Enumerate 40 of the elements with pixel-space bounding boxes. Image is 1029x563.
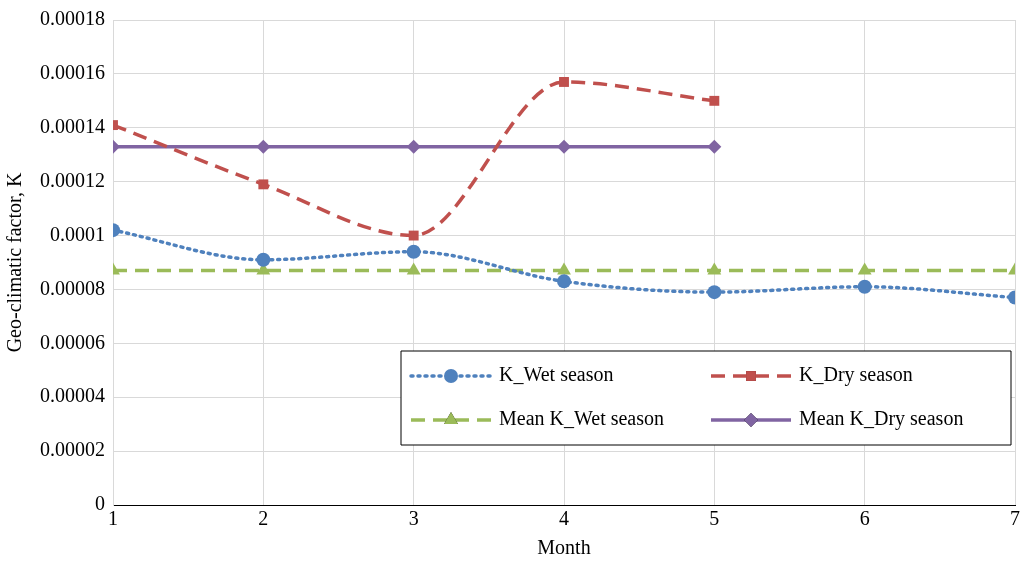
- x-tick-label: 2: [258, 507, 269, 530]
- x-tick-label: 4: [559, 507, 569, 530]
- point: [857, 262, 872, 275]
- point: [408, 230, 419, 241]
- x-tick-label: 5: [709, 507, 720, 530]
- y-tick-label: 0.00012: [40, 168, 105, 191]
- point: [557, 274, 571, 289]
- x-tick-label: 6: [859, 507, 870, 530]
- y-axis-title: Geo-climatic factor, K: [3, 172, 26, 353]
- x-tick-label: 1: [108, 507, 118, 530]
- y-tick-label: 0.00018: [40, 7, 105, 30]
- point: [406, 139, 421, 154]
- y-tick-label: 0.00002: [40, 438, 105, 461]
- point: [406, 262, 421, 275]
- y-tick-label: 0.00006: [40, 330, 105, 353]
- point: [256, 252, 271, 267]
- y-tick-label: 0.00016: [40, 61, 105, 84]
- point: [857, 279, 872, 294]
- x-tick-label: 7: [1010, 507, 1020, 530]
- point: [559, 77, 569, 87]
- point: [707, 262, 722, 275]
- point: [707, 139, 722, 154]
- y-tick-label: 0.00004: [40, 384, 105, 407]
- y-tick-label: 0: [95, 492, 105, 515]
- legend-label: K_Dry season: [799, 363, 913, 387]
- y-tick-label: 0.00014: [40, 115, 105, 138]
- y-tick-label: 0.0001: [50, 222, 105, 245]
- point: [258, 179, 269, 190]
- point: [406, 244, 421, 259]
- point: [709, 95, 720, 106]
- legend-label: Mean K_Dry season: [799, 407, 964, 431]
- point: [256, 139, 271, 154]
- point: [557, 139, 571, 154]
- y-tick-label: 0.00008: [40, 276, 105, 299]
- legend-label: Mean K_Wet season: [499, 407, 665, 430]
- point: [707, 285, 722, 300]
- legend-label: K_Wet season: [499, 363, 614, 386]
- x-tick-label: 3: [408, 507, 419, 530]
- point: [557, 262, 571, 275]
- x-axis-title: Month: [537, 536, 591, 559]
